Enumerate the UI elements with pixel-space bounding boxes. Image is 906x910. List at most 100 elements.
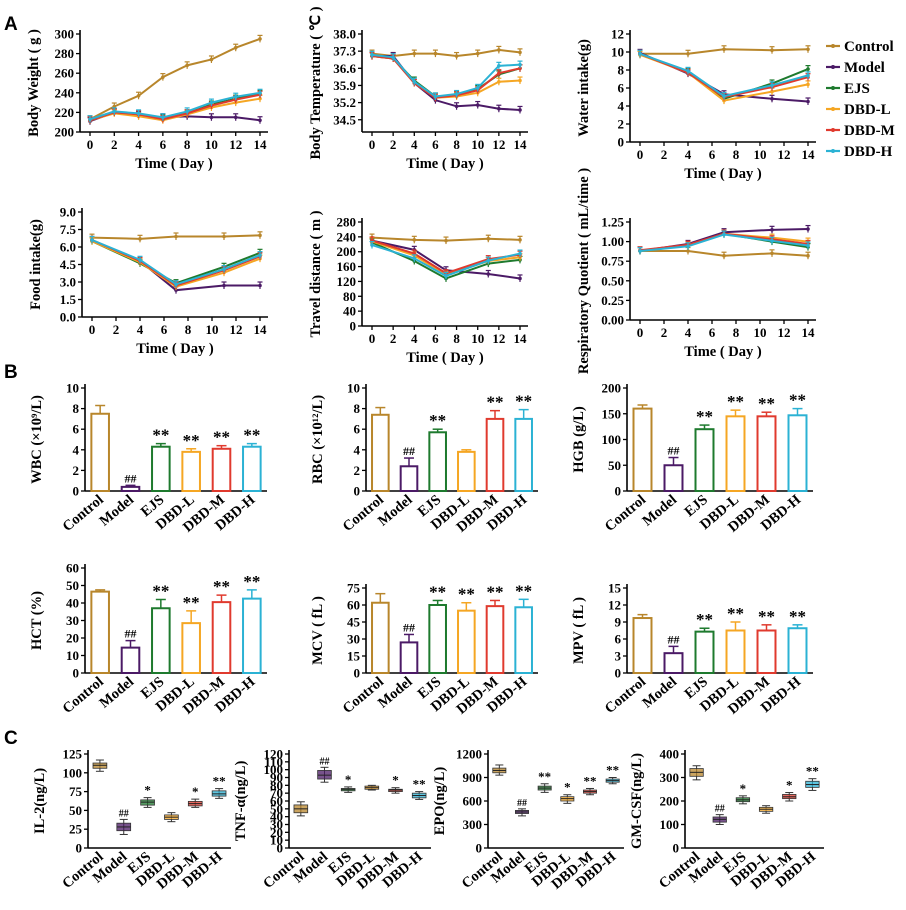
series-line-ejs <box>91 240 261 285</box>
y-tick-label: 38.0 <box>333 27 356 42</box>
y-axis-label: Body Weight ( g ) <box>26 29 42 137</box>
data-point <box>806 73 810 78</box>
y-tick-label: 10 <box>347 381 360 396</box>
legend-marker <box>831 86 835 90</box>
significance-label: * <box>144 783 151 798</box>
x-tick-label: 2 <box>390 137 397 152</box>
y-axis-label: GM-CSF(ng/L) <box>629 753 645 849</box>
significance-label: ## <box>715 804 725 815</box>
data-point <box>806 243 810 248</box>
data-point <box>518 50 522 55</box>
bar <box>399 465 419 492</box>
x-tick-label: 2 <box>111 137 118 152</box>
bar <box>90 590 110 674</box>
data-point <box>433 51 438 56</box>
y-tick-label: 20 <box>270 825 283 840</box>
y-tick-label: 7.5 <box>60 222 77 237</box>
data-point <box>770 239 774 243</box>
bar <box>514 606 533 674</box>
y-tick-label: 240 <box>337 229 357 244</box>
significance-label: ## <box>125 627 137 641</box>
significance-label: ** <box>538 769 551 784</box>
y-tick-label: 0 <box>615 484 622 499</box>
x-axis-label: Time ( Day ) <box>135 156 213 172</box>
panel-label-b: B <box>4 362 18 383</box>
significance-label: * <box>564 780 571 795</box>
legend-item-control: Control <box>826 39 894 55</box>
data-point <box>486 258 491 263</box>
bar <box>694 630 715 675</box>
y-tick-label: 0.0 <box>60 310 76 325</box>
y-tick-label: 125 <box>63 747 83 762</box>
y-axis-label: WBC (×10⁹/L) <box>29 395 45 484</box>
significance-label: ## <box>517 798 527 809</box>
x-tick-label: 6 <box>160 137 167 152</box>
x-tick-label: 8 <box>733 147 740 162</box>
y-tick-label: 20 <box>66 631 79 646</box>
data-point <box>686 244 690 249</box>
y-tick-label: 10 <box>66 648 79 663</box>
x-tick-label: 2 <box>661 325 668 340</box>
y-axis-label: HGB (g/L) <box>571 406 587 473</box>
y-tick-label: 3.0 <box>60 275 76 290</box>
x-tick-label: 6 <box>709 147 716 162</box>
y-tick-label: 50 <box>270 801 283 816</box>
bar <box>485 605 505 675</box>
data-point <box>233 45 238 50</box>
bar <box>371 413 390 492</box>
x-tick-label: 8 <box>453 331 460 346</box>
data-point <box>209 57 214 62</box>
significance-label: * <box>786 778 793 793</box>
y-tick-label: 70 <box>270 786 283 801</box>
data-point <box>686 52 690 56</box>
x-tick-label: 2 <box>113 322 120 337</box>
series-line-dbd-h <box>89 91 261 121</box>
y-tick-label: 60 <box>270 794 283 809</box>
significance-label: ** <box>429 582 446 601</box>
y-axis-label: Body Temperature ( ℃ ) <box>308 6 324 159</box>
data-point <box>161 115 165 120</box>
chart-epo: 03006009001200EPO(ng/L)ControlModel##EJS… <box>432 747 624 893</box>
y-tick-label: 220 <box>55 105 75 120</box>
y-tick-label: 9.0 <box>60 205 76 220</box>
chart-bt: 34.5 35.2 35.9 36.6 37.3 38.0 Body Temperature… <box>308 6 528 172</box>
x-tick-label: 14 <box>802 325 816 340</box>
y-tick-label: 6 <box>615 632 622 647</box>
significance-label: ## <box>320 756 330 767</box>
y-tick-label: 1.25 <box>601 215 624 230</box>
bar <box>399 641 419 675</box>
data-point <box>518 238 522 242</box>
y-tick-label: 75 <box>347 581 361 596</box>
data-point <box>88 117 92 122</box>
x-tick-label: 12 <box>778 325 791 340</box>
x-tick-label: 4 <box>685 325 692 340</box>
y-tick-label: 35.9 <box>333 78 356 93</box>
y-tick-label: 260 <box>55 66 75 81</box>
y-tick-label: 4 <box>354 442 361 457</box>
data-point <box>161 75 165 79</box>
bar <box>457 450 476 492</box>
series-line-control <box>371 48 521 58</box>
significance-label: ** <box>183 593 200 612</box>
significance-label: ** <box>152 426 169 445</box>
y-tick-label: 0 <box>73 666 80 681</box>
data-point <box>258 233 262 238</box>
data-point <box>486 236 491 241</box>
data-point <box>112 109 117 114</box>
legend-label: DBD-H <box>844 144 893 160</box>
data-point <box>518 276 522 281</box>
bar <box>485 417 505 492</box>
bar <box>120 485 141 493</box>
chart-rq: 0.00 0.25 0.50 0.75 1.00 1.25 Respiratory Quot… <box>576 168 816 374</box>
data-point <box>138 258 142 262</box>
data-point <box>174 234 178 239</box>
data-point <box>475 86 480 90</box>
data-point <box>497 106 501 111</box>
significance-label: ## <box>125 471 137 485</box>
data-point <box>136 93 141 98</box>
y-tick-label: 9 <box>615 615 622 630</box>
x-tick-label: 10 <box>754 325 767 340</box>
data-point <box>412 51 417 56</box>
data-point <box>497 71 501 75</box>
